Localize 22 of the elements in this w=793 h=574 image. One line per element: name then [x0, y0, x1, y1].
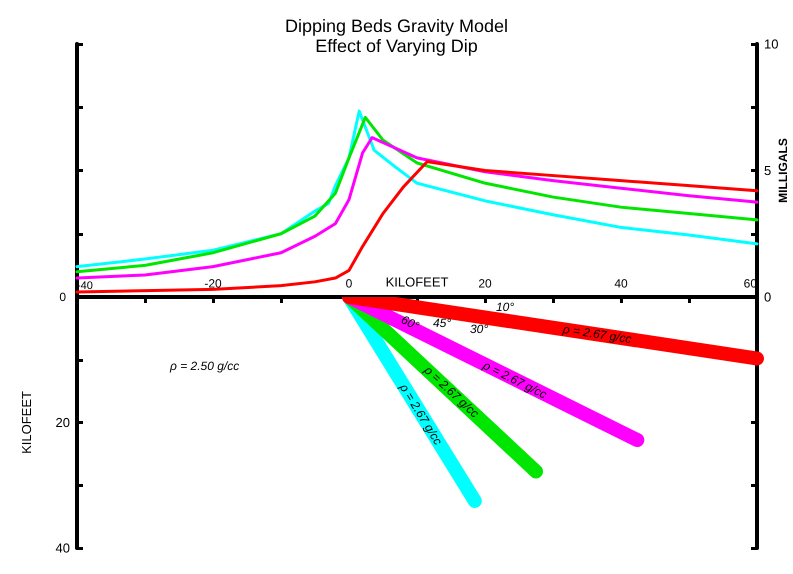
- x-tick-label: -40: [77, 280, 93, 292]
- y2-tick-label: 10: [764, 36, 778, 52]
- annotation: 10°: [496, 300, 514, 314]
- x-tick-label: -20: [204, 276, 222, 290]
- x-axis-title: KILOFEET: [386, 274, 448, 290]
- annotation: 45°: [433, 316, 452, 330]
- y2-tick-label: 0: [764, 290, 772, 304]
- y-axis-title: KILOFEET: [19, 391, 34, 454]
- annotation: 60°: [398, 312, 422, 334]
- line-series: [76, 160, 758, 294]
- annotation: ρ = 2.67 g/cc: [560, 322, 632, 346]
- annotation: ρ = 2.50 g/cc: [169, 359, 240, 373]
- text: 0: [59, 290, 66, 304]
- x-tick-label: 40: [614, 276, 628, 290]
- annotation: ρ = 2.67 g/cc: [480, 358, 550, 402]
- annotation: 30°: [470, 322, 488, 336]
- chart-title: Dipping Beds Gravity Model: [284, 16, 508, 36]
- y2-axis-title: MILLIGALS: [776, 138, 790, 203]
- x-tick-label: 0: [346, 276, 353, 290]
- y2-tick-label: 5: [764, 163, 772, 178]
- x-tick-label: 20: [478, 276, 492, 290]
- chart-subtitle: Effect of Varying Dip: [315, 36, 478, 56]
